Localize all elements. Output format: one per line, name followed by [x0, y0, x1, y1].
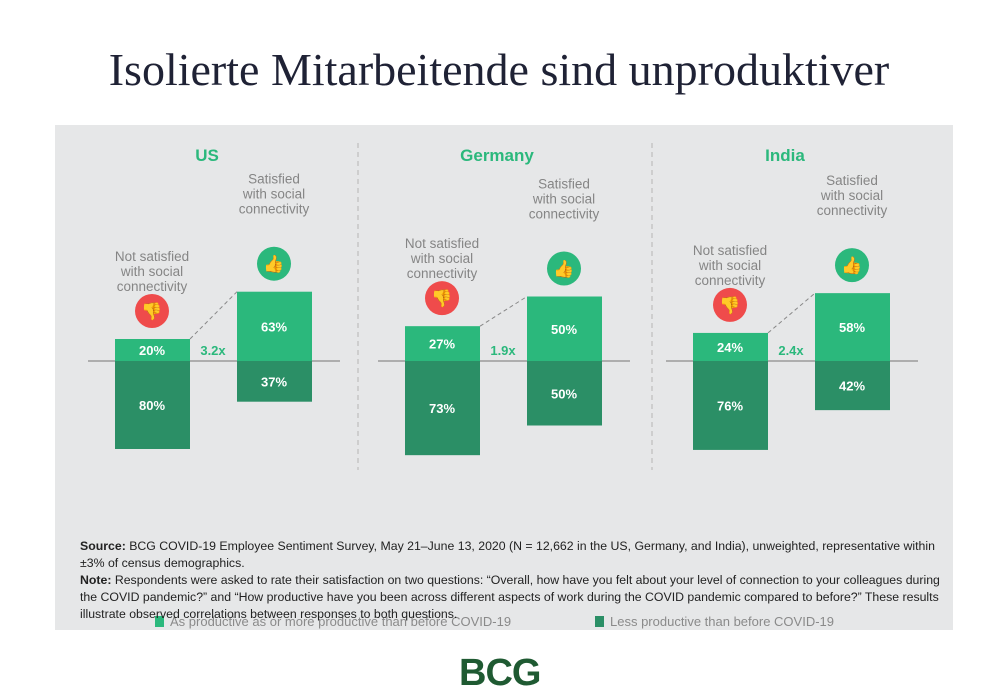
source-text: BCG COVID-19 Employee Sentiment Survey, …: [80, 539, 935, 570]
thumbs-down-icon: [425, 281, 459, 316]
category-label: Not satisfied: [693, 243, 767, 258]
bar-less-productive: [815, 361, 890, 411]
thumbs-up-icon: [835, 248, 869, 283]
category-label: Satisfied: [826, 173, 878, 188]
bar-productive: [405, 326, 480, 361]
category-label: connectivity: [695, 273, 766, 288]
category-label: Satisfied: [538, 177, 590, 192]
bar-less-productive: [115, 361, 190, 449]
category-label: connectivity: [239, 202, 310, 217]
category-label: Not satisfied: [115, 249, 189, 264]
data-label: 50%: [551, 322, 577, 337]
ratio-label: 2.4x: [778, 343, 804, 358]
thumbs-up-icon-glyph: 👍: [841, 255, 862, 275]
legend-label: Less productive than before COVID-19: [610, 614, 835, 629]
thumbs-up-icon-glyph: 👍: [553, 259, 574, 279]
ratio-connector: [479, 296, 528, 327]
category-label: connectivity: [407, 266, 478, 281]
bar-productive: [237, 291, 312, 361]
data-label: 27%: [429, 337, 455, 352]
panel-title-india: India: [765, 146, 805, 165]
thumbs-up-icon: [547, 251, 581, 286]
data-label: 50%: [551, 386, 577, 401]
thumbs-down-icon: [713, 287, 747, 322]
data-label: 80%: [139, 398, 165, 413]
category-label: Not satisfied: [405, 236, 479, 251]
bar-productive: [527, 296, 602, 361]
category-label: connectivity: [117, 279, 188, 294]
thumbs-up-icon: [257, 246, 291, 281]
category-label: with social: [242, 187, 305, 202]
chart-panel: US 20% 80% Not satisfied with social connecti…: [55, 125, 953, 630]
footnotes: Source: BCG COVID-19 Employee Sentiment …: [80, 538, 940, 623]
note-label: Note:: [80, 573, 112, 587]
category-label: with social: [120, 264, 183, 279]
category-label: Satisfied: [248, 172, 300, 187]
legend-label: As productive as or more productive than…: [170, 614, 512, 629]
note-text: Respondents were asked to rate their sat…: [80, 573, 940, 621]
note: Note: Respondents were asked to rate the…: [80, 572, 940, 623]
panel-title-germany: Germany: [460, 146, 534, 165]
thumbs-down-icon-glyph: 👎: [719, 296, 740, 315]
thumbs-down-icon-glyph: 👎: [431, 289, 452, 308]
data-label: 73%: [429, 401, 455, 416]
category-label: connectivity: [529, 207, 600, 222]
legend-swatch: [595, 616, 604, 627]
bar-productive: [815, 293, 890, 361]
data-label: 58%: [839, 320, 865, 335]
bcg-logo: BCG: [459, 652, 541, 694]
thumbs-down-icon: [135, 294, 169, 328]
ratio-label: 3.2x: [200, 343, 226, 358]
bar-less-productive: [237, 361, 312, 402]
ratio-connector: [189, 291, 238, 340]
bar-less-productive: [693, 361, 768, 450]
ratio-label: 1.9x: [490, 343, 516, 358]
category-label: connectivity: [817, 203, 888, 218]
page-title: Isolierte Mitarbeitende sind unproduktiv…: [108, 44, 890, 95]
panel-title-us: US: [195, 146, 219, 165]
bar-productive: [115, 339, 190, 361]
data-label: 24%: [717, 340, 743, 355]
ratio-connector: [767, 292, 816, 334]
legend-item-less-productive: Less productive than before COVID-19: [595, 614, 834, 629]
data-label: 42%: [839, 379, 865, 394]
data-label: 63%: [261, 319, 287, 334]
category-label: with social: [698, 258, 761, 273]
legend-swatch: [155, 616, 164, 627]
category-label: with social: [410, 251, 473, 266]
source-label: Source:: [80, 539, 126, 553]
bar-productive: [693, 332, 768, 361]
data-label: 20%: [139, 343, 165, 358]
bar-less-productive: [527, 361, 602, 426]
thumbs-down-icon-glyph: 👎: [141, 302, 162, 321]
source-note: Source: BCG COVID-19 Employee Sentiment …: [80, 538, 940, 572]
data-label: 37%: [261, 374, 287, 389]
data-label: 76%: [717, 398, 743, 413]
legend-item-productive: As productive as or more productive than…: [155, 614, 511, 629]
category-label: with social: [820, 188, 883, 203]
bar-less-productive: [405, 361, 480, 456]
category-label: with social: [532, 192, 595, 207]
thumbs-up-icon-glyph: 👍: [263, 254, 284, 274]
